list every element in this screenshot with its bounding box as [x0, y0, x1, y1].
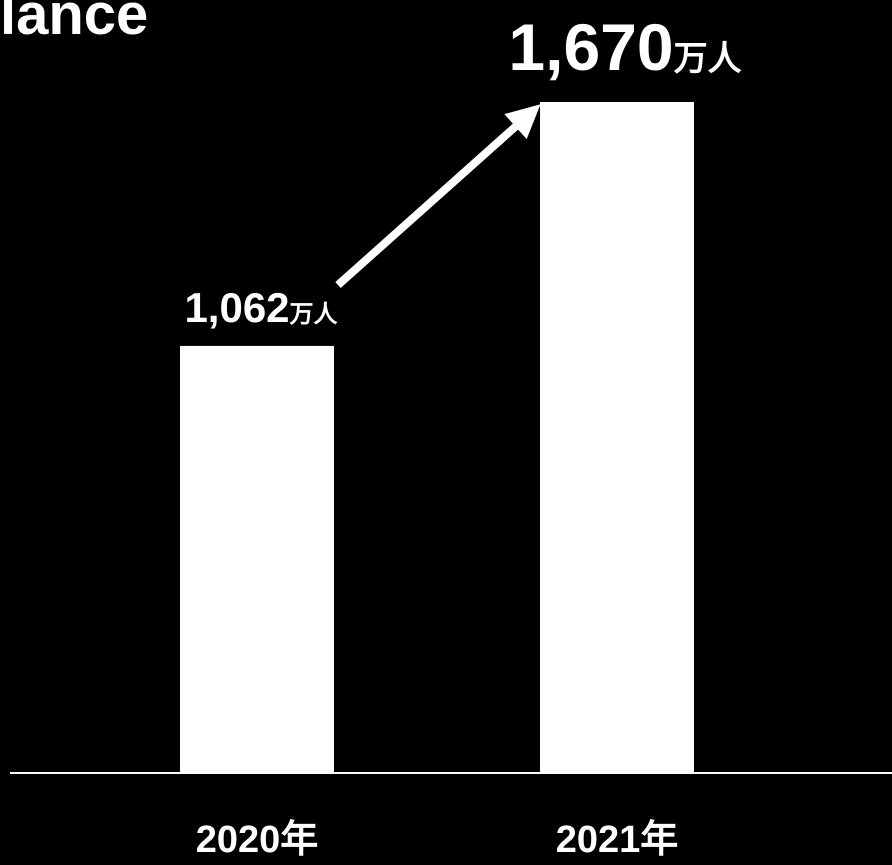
title-fragment: lance — [0, 0, 149, 47]
annotation-layer — [335, 104, 541, 288]
data-label-number-1: 1,670 — [508, 10, 673, 84]
data-label-1: 1,670万人 — [508, 10, 741, 84]
growth-arrow — [335, 104, 541, 288]
bar-1 — [540, 102, 694, 772]
x-tick-label-1: 2021年 — [556, 819, 679, 860]
bar-0 — [180, 345, 334, 772]
data-label-0: 1,062万人 — [184, 284, 337, 331]
x-tick-label-0: 2020年 — [196, 819, 319, 860]
data-label-unit-1: 万人 — [674, 40, 742, 78]
data-label-unit-0: 万人 — [290, 301, 338, 328]
data-label-number-0: 1,062 — [184, 284, 289, 331]
bars-layer — [180, 102, 694, 772]
